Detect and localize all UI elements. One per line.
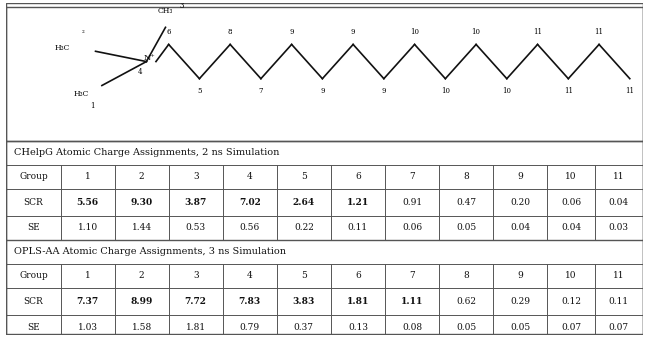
- Text: 0.62: 0.62: [456, 297, 476, 306]
- Text: 3.87: 3.87: [184, 198, 207, 207]
- Text: 0.29: 0.29: [510, 297, 530, 306]
- Text: 0.05: 0.05: [456, 322, 476, 332]
- Text: 8.99: 8.99: [130, 297, 153, 306]
- Text: 2: 2: [139, 172, 145, 182]
- Text: 0.22: 0.22: [294, 223, 313, 233]
- Text: 11: 11: [625, 87, 634, 95]
- Text: 1: 1: [85, 271, 90, 281]
- Text: 9: 9: [351, 28, 356, 36]
- Text: 0.12: 0.12: [561, 297, 581, 306]
- Text: 7.72: 7.72: [185, 297, 206, 306]
- Text: 1.44: 1.44: [132, 223, 152, 233]
- Text: CHelpG Atomic Charge Assignments, 2 ns Simulation: CHelpG Atomic Charge Assignments, 2 ns S…: [14, 148, 280, 158]
- Text: 9: 9: [382, 87, 386, 95]
- Text: SCR: SCR: [23, 297, 43, 306]
- Text: 8: 8: [463, 271, 469, 281]
- Text: 11: 11: [594, 28, 604, 36]
- Text: 10: 10: [565, 172, 577, 182]
- Text: 1.21: 1.21: [347, 198, 369, 207]
- Text: 0.53: 0.53: [186, 223, 206, 233]
- Text: SE: SE: [27, 322, 40, 332]
- Text: 10: 10: [502, 87, 511, 95]
- Text: 0.07: 0.07: [561, 322, 581, 332]
- Text: 7.37: 7.37: [77, 297, 99, 306]
- Text: 0.04: 0.04: [510, 223, 530, 233]
- Text: 8: 8: [228, 28, 232, 36]
- Text: 7.02: 7.02: [239, 198, 261, 207]
- Text: 0.47: 0.47: [456, 198, 476, 207]
- Text: 3: 3: [193, 271, 199, 281]
- Text: 7: 7: [259, 87, 263, 95]
- Text: 3.83: 3.83: [293, 297, 315, 306]
- Text: 8: 8: [463, 172, 469, 182]
- Text: 9: 9: [517, 271, 523, 281]
- Text: 0.20: 0.20: [510, 198, 530, 207]
- Text: 0.04: 0.04: [561, 223, 581, 233]
- Text: Group: Group: [19, 271, 48, 281]
- Text: 0.06: 0.06: [402, 223, 422, 233]
- Text: 10: 10: [441, 87, 450, 95]
- Text: 1: 1: [85, 172, 90, 182]
- Text: 10: 10: [410, 28, 419, 36]
- Text: H₃C: H₃C: [55, 44, 70, 52]
- Text: 9: 9: [289, 28, 294, 36]
- Text: ²: ²: [81, 30, 84, 38]
- Text: 0.04: 0.04: [609, 198, 629, 207]
- Text: CH₃: CH₃: [158, 7, 173, 15]
- Text: 0.08: 0.08: [402, 322, 422, 332]
- Text: 7: 7: [409, 271, 415, 281]
- Text: N⁺: N⁺: [143, 54, 156, 62]
- Text: 2: 2: [139, 271, 145, 281]
- Text: 5.56: 5.56: [77, 198, 99, 207]
- Text: 0.79: 0.79: [239, 322, 260, 332]
- Text: 0.56: 0.56: [239, 223, 260, 233]
- Text: 1.81: 1.81: [347, 297, 369, 306]
- Text: 6: 6: [355, 172, 361, 182]
- Text: 5: 5: [301, 271, 307, 281]
- Text: 11: 11: [613, 271, 624, 281]
- Text: 1.10: 1.10: [77, 223, 97, 233]
- Text: SE: SE: [27, 223, 40, 233]
- Text: 1.03: 1.03: [78, 322, 97, 332]
- Text: 0.11: 0.11: [609, 297, 629, 306]
- Text: 11: 11: [564, 87, 573, 95]
- Text: 10: 10: [565, 271, 577, 281]
- Text: 4: 4: [138, 68, 142, 76]
- Text: 5: 5: [301, 172, 307, 182]
- Text: SCR: SCR: [23, 198, 43, 207]
- Text: 6: 6: [166, 28, 171, 36]
- Text: OPLS-AA Atomic Charge Assignments, 3 ns Simulation: OPLS-AA Atomic Charge Assignments, 3 ns …: [14, 247, 286, 257]
- Text: 0.05: 0.05: [510, 322, 530, 332]
- Text: Group: Group: [19, 172, 48, 182]
- Text: 11: 11: [533, 28, 542, 36]
- Text: 9: 9: [320, 87, 324, 95]
- Text: 0.07: 0.07: [609, 322, 629, 332]
- Text: 1.58: 1.58: [132, 322, 152, 332]
- Text: 6: 6: [355, 271, 361, 281]
- Text: 2.64: 2.64: [293, 198, 315, 207]
- Text: 3: 3: [193, 172, 199, 182]
- Text: 9: 9: [517, 172, 523, 182]
- Text: 11: 11: [613, 172, 624, 182]
- Text: 4: 4: [247, 271, 252, 281]
- Text: 7: 7: [409, 172, 415, 182]
- Text: 5: 5: [197, 87, 202, 95]
- Text: 0.06: 0.06: [561, 198, 581, 207]
- Text: 1: 1: [90, 102, 95, 110]
- Text: 7.83: 7.83: [239, 297, 261, 306]
- Text: 0.13: 0.13: [348, 322, 368, 332]
- Text: 1.11: 1.11: [401, 297, 423, 306]
- FancyBboxPatch shape: [6, 3, 643, 335]
- Text: 0.91: 0.91: [402, 198, 422, 207]
- Text: 10: 10: [472, 28, 481, 36]
- Text: 0.05: 0.05: [456, 223, 476, 233]
- Text: 1.81: 1.81: [186, 322, 206, 332]
- Text: 9.30: 9.30: [130, 198, 153, 207]
- Text: 0.11: 0.11: [348, 223, 368, 233]
- Text: 0.37: 0.37: [294, 322, 314, 332]
- Text: 0.03: 0.03: [609, 223, 629, 233]
- Text: 4: 4: [247, 172, 252, 182]
- Text: H₃C: H₃C: [74, 90, 89, 98]
- Text: 3: 3: [179, 2, 184, 10]
